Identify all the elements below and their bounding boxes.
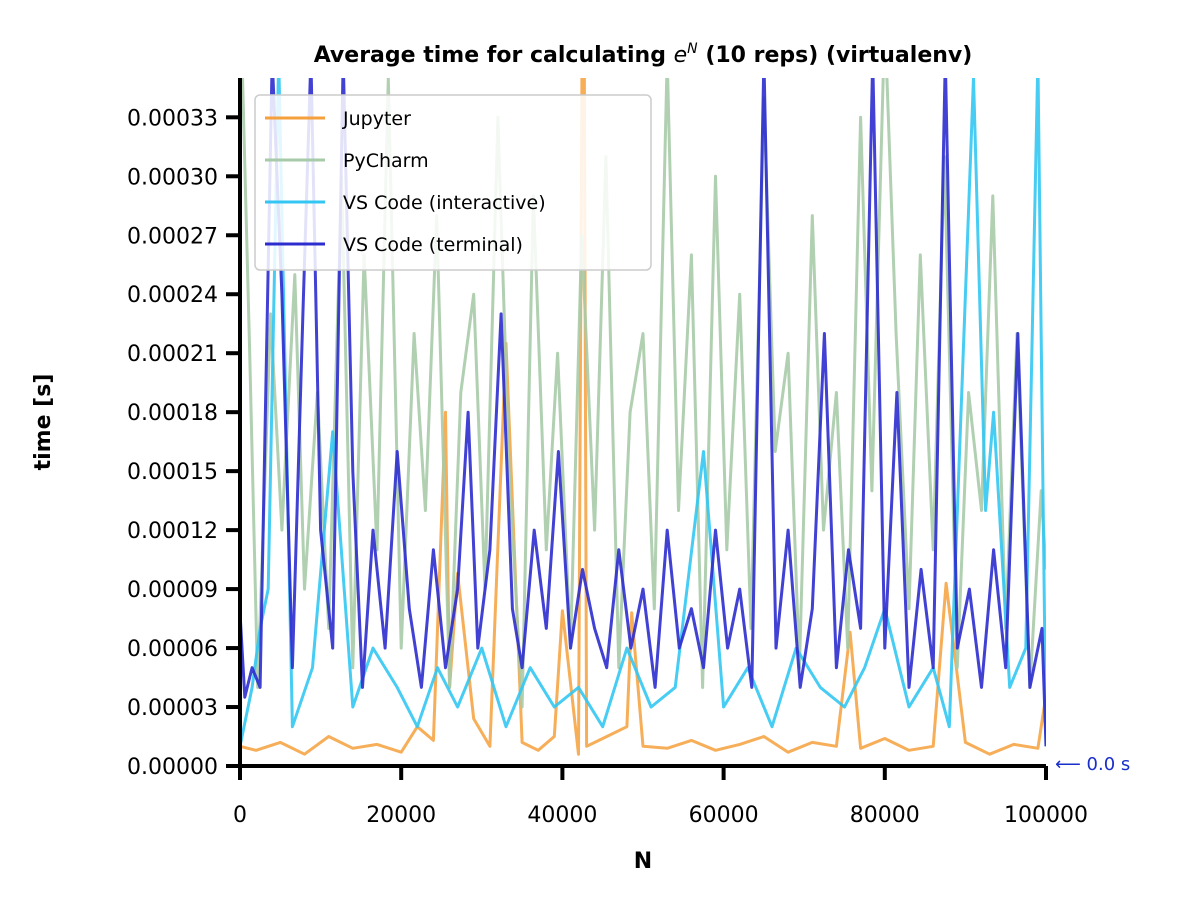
y-tick-label: 0.00021: [127, 342, 218, 367]
y-tick-label: 0.00033: [127, 106, 218, 131]
series-line-jupyter: [240, 78, 1046, 756]
x-tick-label: 40000: [527, 803, 597, 828]
series-line-vs-code-interactive: [240, 78, 1046, 747]
legend-label: VS Code (terminal): [343, 234, 523, 256]
x-tick-label: 20000: [366, 803, 436, 828]
legend-label: Jupyter: [342, 108, 411, 130]
y-tick-label: 0.00006: [127, 637, 218, 662]
y-tick-label: 0.00009: [127, 578, 218, 603]
series-line-vs-code-terminal: [240, 78, 1046, 747]
y-axis-label: time [s]: [31, 374, 56, 471]
y-tick-label: 0.00015: [127, 460, 218, 485]
x-tick-label: 60000: [689, 803, 759, 828]
y-tick-label: 0.00018: [127, 401, 218, 426]
chart-title: Average time for calculating eN (10 reps…: [314, 41, 973, 68]
x-tick-label: 100000: [1004, 803, 1088, 828]
legend-box: [254, 94, 652, 271]
y-tick-label: 0.00000: [127, 755, 218, 780]
legend: Jupyter PyCharm VS Code (interactive) VS Co…: [254, 94, 652, 271]
y-tick-label: 0.00003: [127, 696, 218, 721]
series-layer: [240, 78, 1046, 756]
y-tick-label: 0.00027: [127, 224, 218, 249]
series-line-pycharm: [241, 78, 1046, 709]
legend-label: VS Code (interactive): [343, 192, 546, 214]
y-tick-label: 0.00030: [127, 165, 218, 190]
legend-label: PyCharm: [343, 150, 429, 172]
x-axis-label: N: [634, 849, 652, 874]
zero-annotation: ⟵ 0.0 s: [1055, 754, 1130, 775]
x-ticks: 0 20000 40000 60000 80000 100000: [233, 766, 1088, 828]
y-ticks: 0.00000 0.00003 0.00006 0.00009 0.00012 0.000…: [127, 106, 240, 780]
x-tick-label: 80000: [850, 803, 920, 828]
y-tick-label: 0.00012: [127, 519, 218, 544]
x-tick-label: 0: [233, 803, 247, 828]
y-tick-label: 0.00024: [127, 283, 218, 308]
